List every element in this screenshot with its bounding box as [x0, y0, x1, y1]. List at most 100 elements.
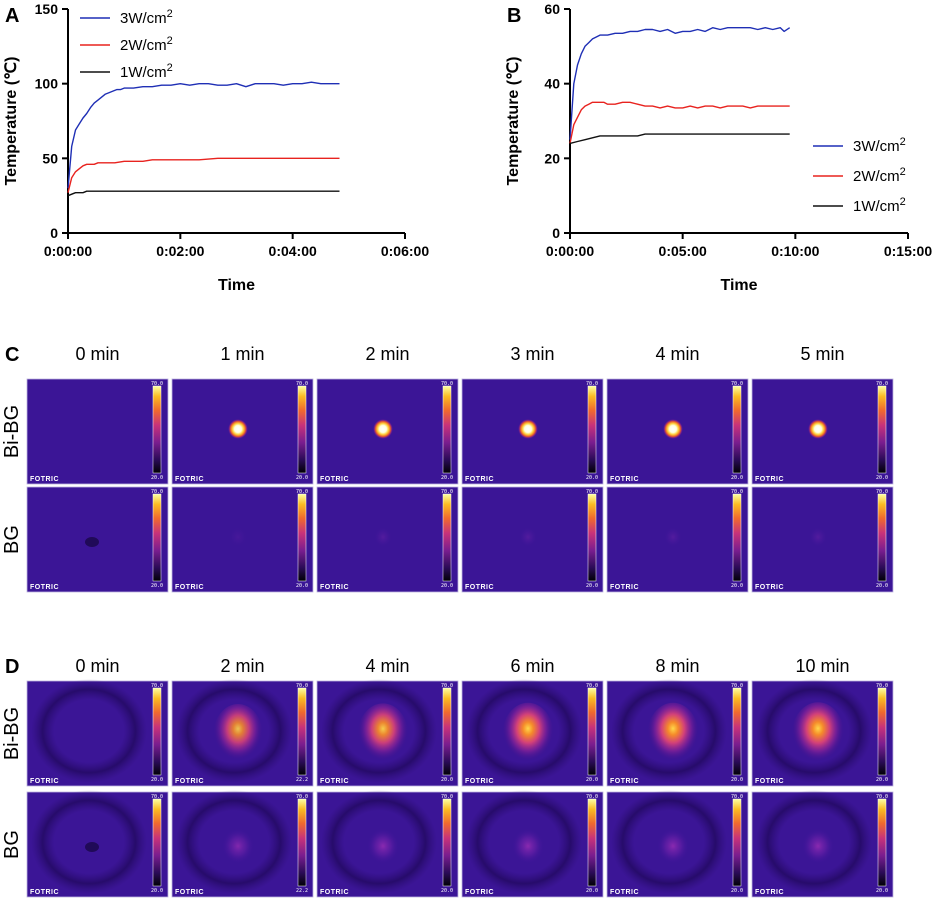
row-label: Bi-BG — [1, 405, 23, 458]
thermal-frame — [26, 378, 169, 485]
thermal-image: 70.0 20.0 FOTRIC — [606, 378, 749, 485]
brand-logo: FOTRIC — [755, 889, 784, 896]
brand-logo: FOTRIC — [175, 476, 204, 483]
color-scale-bar — [297, 385, 307, 474]
series-line — [67, 157, 340, 193]
thermal-frame — [751, 378, 894, 485]
thermal-image: 70.0 20.0 FOTRIC — [26, 378, 169, 485]
heat-zone — [519, 527, 537, 547]
y-tick-label: 50 — [42, 150, 58, 166]
heat-zone — [657, 828, 689, 864]
scale-max-label: 70.0 — [586, 683, 598, 689]
panel-letter: A — [5, 5, 19, 27]
color-scale-bar — [297, 798, 307, 887]
legend-label: 3W/cm2 — [120, 8, 173, 27]
legend-label: 1W/cm2 — [853, 196, 906, 215]
thermal-image: 70.0 20.0 FOTRIC — [461, 486, 604, 593]
heat-zone — [809, 527, 827, 547]
thermal-frame — [316, 486, 459, 593]
thermal-image: 70.0 20.0 FOTRIC — [751, 378, 894, 485]
hot-spot — [228, 419, 248, 439]
thermal-frame — [316, 378, 459, 485]
brand-logo: FOTRIC — [175, 584, 204, 591]
brand-logo: FOTRIC — [175, 889, 204, 896]
color-scale-bar — [587, 493, 597, 582]
scale-min-label: 20.0 — [151, 777, 163, 783]
color-scale-bar — [732, 493, 742, 582]
scale-max-label: 70.0 — [296, 489, 308, 495]
series-line — [569, 133, 790, 145]
thermal-image: 70.0 20.0 FOTRIC — [316, 679, 459, 787]
color-scale-bar — [152, 798, 162, 887]
scale-max-label: 70.0 — [731, 381, 743, 387]
scale-max-label: 70.0 — [731, 794, 743, 800]
scale-max-label: 70.0 — [731, 683, 743, 689]
x-axis-label: Time — [720, 277, 757, 294]
scale-max-label: 70.0 — [151, 381, 163, 387]
thermal-frame — [461, 486, 604, 593]
scale-min-label: 22.2 — [296, 888, 308, 894]
thermal-frame — [461, 378, 604, 485]
scale-max-label: 70.0 — [151, 489, 163, 495]
heat-zone — [213, 704, 263, 766]
thermal-image: 70.0 20.0 FOTRIC — [606, 790, 749, 898]
scale-min-label: 20.0 — [151, 888, 163, 894]
scale-min-label: 20.0 — [586, 777, 598, 783]
thermal-image: 70.0 22.2 FOTRIC — [171, 790, 314, 898]
panel-letter: B — [507, 5, 521, 27]
brand-logo: FOTRIC — [465, 889, 494, 896]
thermal-frame — [26, 486, 169, 593]
scale-min-label: 20.0 — [586, 475, 598, 481]
scale-min-label: 20.0 — [731, 777, 743, 783]
scale-min-label: 20.0 — [876, 888, 888, 894]
thermal-image: 70.0 20.0 FOTRIC — [316, 790, 459, 898]
thermal-image: 70.0 20.0 FOTRIC — [316, 378, 459, 485]
thermal-image: 70.0 20.0 FOTRIC — [461, 790, 604, 898]
brand-logo: FOTRIC — [465, 476, 494, 483]
color-scale-bar — [877, 798, 887, 887]
thermal-image: 70.0 20.0 FOTRIC — [26, 486, 169, 593]
row-label: BG — [1, 830, 23, 859]
scale-min-label: 20.0 — [876, 475, 888, 481]
y-tick-label: 40 — [544, 76, 560, 92]
scale-min-label: 20.0 — [441, 888, 453, 894]
scale-min-label: 20.0 — [441, 777, 453, 783]
color-scale-bar — [732, 798, 742, 887]
hot-spot — [373, 419, 393, 439]
time-label: 0 min — [75, 656, 119, 676]
scale-min-label: 22.2 — [296, 777, 308, 783]
time-label: 1 min — [220, 344, 264, 364]
chart-b: B 0 20 40 60 0:00:00 0:05:00 0:10:00 0:15:00 Time… — [505, 1, 932, 294]
scale-min-label: 20.0 — [441, 583, 453, 589]
thermal-image: 70.0 20.0 FOTRIC — [751, 679, 894, 787]
heat-zone — [229, 527, 247, 547]
thermal-image: 70.0 22.2 FOTRIC — [171, 679, 314, 787]
y-tick-label: 150 — [35, 1, 59, 17]
x-tick-label: 0:02:00 — [156, 243, 204, 259]
legend-label: 1W/cm2 — [120, 62, 173, 81]
scale-min-label: 20.0 — [441, 475, 453, 481]
time-label: 4 min — [655, 344, 699, 364]
row-label: Bi-BG — [1, 707, 23, 760]
brand-logo: FOTRIC — [610, 889, 639, 896]
color-scale-bar — [587, 687, 597, 776]
chart-a: A 0 50 100 150 0:00:00 0:02:00 0:04:00 0:06:00 Ti… — [3, 1, 429, 294]
scale-min-label: 20.0 — [586, 888, 598, 894]
dish-shadow — [31, 679, 147, 783]
brand-logo: FOTRIC — [755, 584, 784, 591]
brand-logo: FOTRIC — [175, 778, 204, 785]
color-scale-bar — [297, 493, 307, 582]
heat-zone — [802, 828, 834, 864]
thermal-image: 70.0 20.0 FOTRIC — [606, 679, 749, 787]
scale-max-label: 70.0 — [441, 683, 453, 689]
x-tick-label: 0:00:00 — [44, 243, 92, 259]
time-label: 2 min — [220, 656, 264, 676]
scale-min-label: 20.0 — [151, 475, 163, 481]
color-scale-bar — [442, 493, 452, 582]
scale-max-label: 70.0 — [731, 489, 743, 495]
color-scale-bar — [297, 687, 307, 776]
x-tick-label: 0:00:00 — [546, 243, 594, 259]
heat-zone — [502, 702, 554, 768]
brand-logo: FOTRIC — [30, 584, 59, 591]
